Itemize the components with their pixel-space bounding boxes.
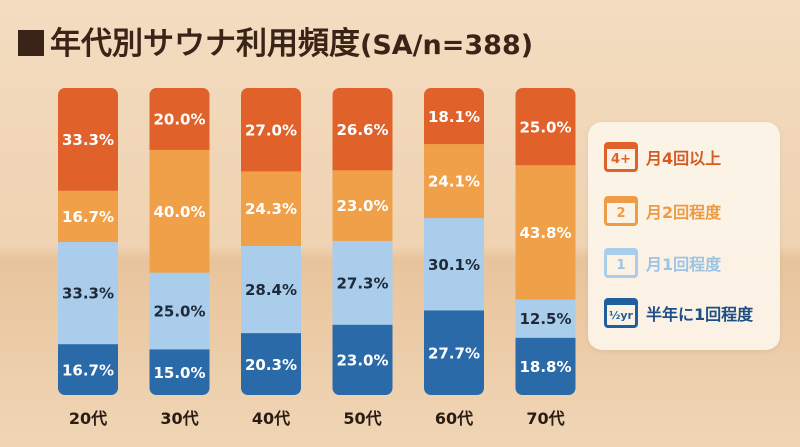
data-label: 27.7% — [428, 344, 480, 362]
bar-segment — [515, 88, 576, 166]
data-label: 18.8% — [519, 358, 571, 376]
bar-segment — [58, 190, 118, 242]
data-label: 27.0% — [245, 121, 297, 139]
data-label: 24.1% — [428, 173, 480, 191]
bar-segment — [241, 88, 301, 172]
bar-group-20代 — [58, 88, 118, 395]
data-label: 12.5% — [519, 310, 571, 328]
data-label: 27.3% — [336, 274, 388, 292]
legend-item-halfyear: ½yr 半年に1回程度 — [604, 298, 753, 328]
x-tick-label: 70代 — [526, 409, 564, 428]
bar-group-60代 — [424, 88, 484, 395]
x-tick-label: 40代 — [252, 409, 290, 428]
data-label: 20.3% — [245, 356, 297, 374]
data-label: 25.0% — [519, 118, 571, 136]
data-label: 16.7% — [62, 208, 114, 226]
calendar-icon: 2 — [604, 196, 638, 226]
data-label: 16.7% — [62, 361, 114, 379]
data-label: 15.0% — [153, 364, 205, 382]
data-label: 18.1% — [428, 108, 480, 126]
bar-segment — [424, 217, 484, 311]
calendar-icon: 4+ — [604, 142, 638, 172]
bar-segment — [332, 88, 393, 171]
data-label: 33.3% — [62, 131, 114, 149]
legend-label: 半年に1回程度 — [646, 305, 754, 324]
subtitle-text: (SA/n=388) — [360, 30, 534, 61]
bar-group-50代 — [332, 88, 393, 395]
data-label: 26.6% — [336, 121, 388, 139]
bar-segment — [149, 348, 210, 395]
chart-title: 年代別サウナ利用頻度(SA/n=388) — [18, 18, 533, 63]
data-label: 33.3% — [62, 285, 114, 303]
bar-segment — [241, 170, 301, 246]
data-label: 23.0% — [336, 352, 388, 370]
bar-segment — [58, 343, 118, 395]
bar-segment — [424, 309, 484, 395]
bar-segment — [241, 245, 301, 334]
legend-label: 月1回程度 — [646, 255, 722, 274]
data-label: 23.0% — [336, 197, 388, 215]
data-label: 28.4% — [245, 281, 297, 299]
legend-item-1: 1 月1回程度 — [604, 248, 721, 278]
bar-segment — [332, 240, 393, 325]
bar-segment — [332, 169, 393, 241]
calendar-icon: 1 — [604, 248, 638, 278]
x-tick-label: 20代 — [69, 409, 107, 428]
data-label: 20.0% — [153, 111, 205, 129]
bar-segment — [149, 88, 210, 150]
bar-group-30代 — [149, 88, 210, 395]
data-label: 24.3% — [245, 200, 297, 218]
bar-segment — [58, 88, 118, 191]
bar-segment — [424, 143, 484, 219]
legend: 4+ 月4回以上 2 月2回程度 1 月1回程度 ½yr 半年に1回程度 — [588, 122, 780, 350]
bar-segment — [515, 299, 576, 338]
bar-segment — [424, 88, 484, 145]
data-label: 40.0% — [153, 203, 205, 221]
x-tick-label: 50代 — [343, 409, 381, 428]
legend-label: 月4回以上 — [646, 149, 722, 168]
legend-item-4plus: 4+ 月4回以上 — [604, 142, 721, 172]
data-label: 25.0% — [153, 303, 205, 321]
bar-segment — [149, 272, 210, 350]
bar-segment — [58, 241, 118, 345]
bar-segment — [515, 164, 576, 300]
calendar-icon: ½yr — [604, 298, 638, 328]
title-text: 年代別サウナ利用頻度 — [50, 26, 360, 62]
bar-segment — [515, 337, 576, 395]
x-tick-label: 60代 — [435, 409, 473, 428]
legend-item-2: 2 月2回程度 — [604, 196, 721, 226]
data-label: 30.1% — [428, 256, 480, 274]
title-square-icon — [18, 30, 44, 56]
legend-label: 月2回程度 — [646, 203, 722, 222]
bar-segment — [149, 149, 210, 273]
bar-segment — [332, 324, 393, 395]
bar-group-70代 — [515, 88, 576, 395]
bar-group-40代 — [241, 88, 301, 395]
data-label: 43.8% — [519, 224, 571, 242]
bar-segment — [241, 332, 301, 395]
x-tick-label: 30代 — [160, 409, 198, 428]
